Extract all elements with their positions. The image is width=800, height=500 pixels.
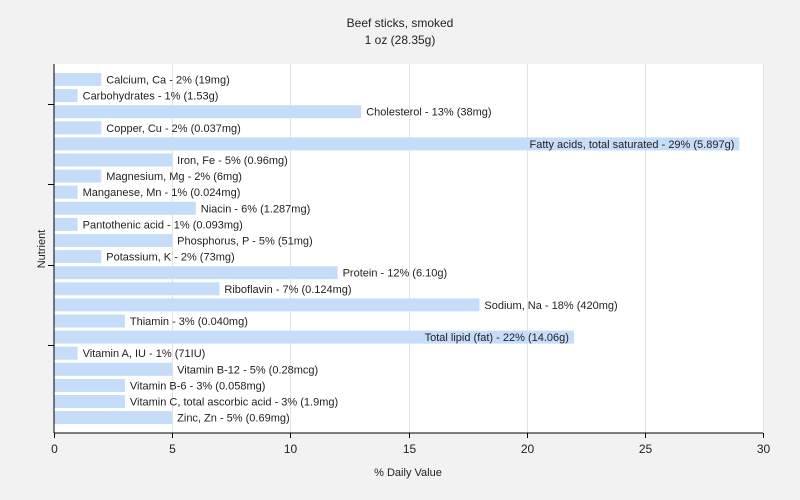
bar-label: Sodium, Na - 18% (420mg) (484, 300, 617, 312)
bar-label: Iron, Fe - 5% (0.96mg) (177, 155, 288, 167)
bar (54, 185, 78, 199)
bar (54, 282, 220, 296)
bar (54, 137, 740, 151)
bar-label: Zinc, Zn - 5% (0.69mg) (177, 413, 289, 425)
bar-label: Potassium, K - 2% (73mg) (106, 252, 234, 264)
bar (54, 378, 125, 392)
bar (54, 234, 173, 247)
plot-area (54, 64, 763, 433)
bar-label: Total lipid (fat) - 22% (14.06g) (425, 332, 569, 344)
bar (54, 169, 102, 183)
bar (54, 330, 574, 344)
bar-label: Copper, Cu - 2% (0.037mg) (106, 123, 241, 135)
bar (54, 411, 173, 425)
bar-label: Thiamin - 3% (0.040mg) (130, 316, 248, 328)
chart-title: Beef sticks, smoked (347, 16, 454, 30)
bars (54, 73, 740, 425)
bar (54, 250, 102, 264)
bar (54, 395, 125, 408)
y-axis-ticks (48, 104, 54, 346)
bar (54, 105, 362, 119)
bar-label: Riboflavin - 7% (0.124mg) (224, 284, 351, 296)
bar-labels: Calcium, Ca - 2% (19mg) Carbohydrates - 1… (83, 75, 735, 425)
bar-label: Cholesterol - 13% (38mg) (366, 107, 491, 119)
bar (54, 73, 102, 86)
bar-label: Vitamin A, IU - 1% (71IU) (83, 348, 206, 360)
bar (54, 153, 173, 167)
bar-label: Vitamin B-6 - 3% (0.058mg) (130, 380, 266, 392)
bar-label: Vitamin B-12 - 5% (0.28mcg) (177, 364, 318, 376)
bar-label: Carbohydrates - 1% (1.53g) (83, 91, 219, 103)
x-tick-label: 25 (639, 442, 653, 456)
bar (54, 266, 338, 280)
bar-label: Phosphorus, P - 5% (51mg) (177, 236, 313, 248)
grid-lines (172, 64, 764, 433)
bar (54, 89, 78, 103)
bar (54, 314, 125, 328)
bar-label: Calcium, Ca - 2% (19mg) (106, 75, 229, 87)
bar (54, 346, 78, 360)
bar (54, 298, 480, 312)
x-axis-title: % Daily Value (374, 467, 442, 479)
bar-label: Fatty acids, total saturated - 29% (5.89… (530, 139, 735, 151)
x-tick-label: 20 (521, 442, 535, 456)
x-tick-label: 30 (757, 442, 771, 456)
bar-label: Pantothenic acid - 1% (0.093mg) (83, 219, 243, 231)
bar-label: Protein - 12% (6.10g) (343, 268, 448, 280)
x-tick-label: 10 (284, 442, 298, 456)
bar-label: Magnesium, Mg - 2% (6mg) (106, 171, 242, 183)
x-tick-label: 15 (403, 442, 417, 456)
bar-label: Vitamin C, total ascorbic acid - 3% (1.9… (130, 397, 338, 409)
y-axis-title: Nutrient (36, 230, 48, 269)
x-tick-label: 5 (169, 442, 176, 456)
x-tick-label: 0 (51, 442, 58, 456)
bar-label: Manganese, Mn - 1% (0.024mg) (83, 187, 241, 199)
bar (54, 121, 102, 135)
x-axis-ticks: 0 5 10 15 20 25 30 (51, 433, 770, 456)
bar-label: Niacin - 6% (1.287mg) (201, 203, 310, 215)
bar (54, 201, 196, 215)
bar (54, 217, 78, 231)
chart-subtitle: 1 oz (28.35g) (365, 33, 436, 47)
bar (54, 362, 173, 376)
